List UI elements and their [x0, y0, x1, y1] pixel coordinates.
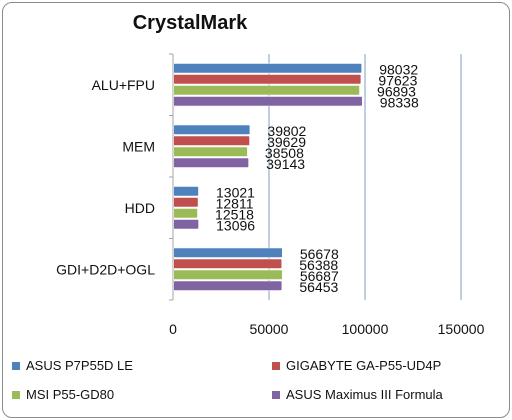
x-tick-label-0: 0	[169, 321, 177, 337]
value-label-hdd-series-3: 12518	[215, 207, 254, 223]
value-label-mem-series-1: 39802	[267, 123, 306, 139]
bar-mem-series-3	[173, 146, 248, 157]
category-label-mem: MEM	[122, 138, 155, 154]
bar-alu-fpu-series-3	[173, 85, 360, 96]
legend-swatch-series-3	[12, 390, 20, 399]
value-label-hdd-series-1: 13021	[216, 185, 255, 201]
bar-mem-series-2	[173, 135, 250, 146]
bar-hdd-series-3	[173, 208, 198, 219]
category-label-gdi-d2d-ogl: GDI+D2D+OGL	[56, 261, 155, 277]
bar-alu-fpu-series-4	[173, 96, 363, 107]
bar-mem-series-4	[173, 157, 249, 168]
x-tick-label-100000: 100000	[342, 321, 389, 337]
bar-gdi-d2d-ogl-series-1	[173, 247, 283, 258]
legend-label-series-2: GIGABYTE GA-P55-UD4P	[286, 358, 442, 373]
category-label-hdd: HDD	[125, 200, 155, 216]
value-label-alu-fpu-series-2: 97623	[378, 73, 417, 89]
legend-label-series-4: ASUS Maximus III Formula	[286, 387, 443, 402]
legend-swatch-series-4	[272, 390, 280, 399]
legend-label-series-1: ASUS P7P55D LE	[26, 358, 133, 373]
value-label-gdi-d2d-ogl-series-1: 56678	[300, 246, 339, 262]
bar-gdi-d2d-ogl-series-2	[173, 258, 283, 269]
bar-gdi-d2d-ogl-series-4	[173, 280, 283, 291]
legend-swatch-series-2	[272, 361, 280, 370]
legend-label-series-3: MSI P55-GD80	[26, 387, 115, 402]
chart-title: CrystalMark	[132, 12, 248, 34]
bar-gdi-d2d-ogl-series-3	[173, 269, 283, 280]
value-label-mem-series-3: 38508	[265, 145, 304, 161]
legend-swatch-series-1	[12, 361, 20, 370]
x-tick-label-50000: 50000	[250, 321, 289, 337]
value-label-hdd-series-4: 13096	[216, 218, 255, 234]
value-label-alu-fpu-series-1: 98032	[379, 62, 418, 78]
chart-legend: ASUS P7P55D LE GIGABYTE GA-P55-UD4P MSI …	[8, 352, 504, 412]
bar-mem-series-1	[173, 124, 251, 135]
value-label-hdd-series-2: 12811	[216, 196, 254, 212]
value-label-gdi-d2d-ogl-series-4: 56453	[299, 279, 338, 295]
category-label-alu-fpu: ALU+FPU	[92, 77, 155, 93]
value-label-mem-series-4: 39143	[266, 156, 305, 172]
x-tick-label-150000: 150000	[438, 321, 485, 337]
value-label-mem-series-2: 39629	[267, 134, 306, 150]
legend-item-series-4: ASUS Maximus III Formula	[272, 387, 443, 402]
bar-alu-fpu-series-2	[173, 74, 362, 85]
value-label-gdi-d2d-ogl-series-3: 56687	[300, 268, 339, 284]
bar-hdd-series-4	[173, 219, 199, 230]
legend-item-series-1: ASUS P7P55D LE	[12, 358, 133, 373]
value-label-alu-fpu-series-4: 98338	[380, 95, 419, 111]
bar-hdd-series-2	[173, 197, 199, 208]
legend-item-series-2: GIGABYTE GA-P55-UD4P	[272, 358, 441, 373]
bar-hdd-series-1	[173, 186, 199, 197]
value-label-alu-fpu-series-3: 96893	[377, 84, 416, 100]
value-label-gdi-d2d-ogl-series-2: 56388	[299, 257, 338, 273]
bar-alu-fpu-series-1	[173, 63, 363, 74]
legend-item-series-3: MSI P55-GD80	[12, 387, 114, 402]
